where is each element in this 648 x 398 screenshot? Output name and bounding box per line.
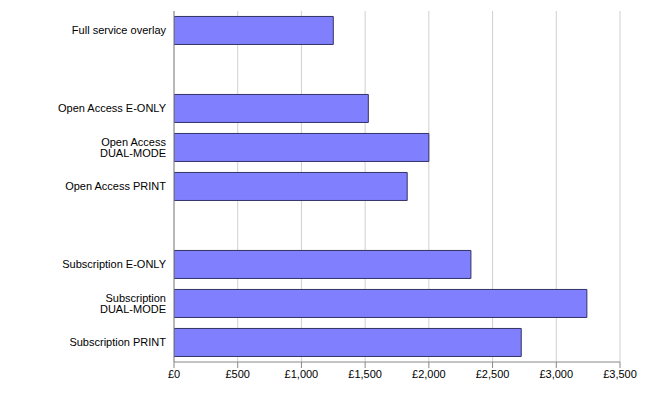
svg-text:£2,500: £2,500 [476, 368, 510, 380]
svg-text:£1,500: £1,500 [348, 368, 382, 380]
svg-text:SubscriptionDUAL-MODE: SubscriptionDUAL-MODE [100, 292, 166, 315]
svg-text:£1,000: £1,000 [285, 368, 319, 380]
svg-text:Open AccessDUAL-MODE: Open AccessDUAL-MODE [100, 136, 167, 159]
svg-text:Subscription E-ONLY: Subscription E-ONLY [62, 258, 166, 270]
svg-text:Open Access E-ONLY: Open Access E-ONLY [58, 102, 167, 114]
svg-text:£2,000: £2,000 [412, 368, 446, 380]
svg-text:£0: £0 [168, 368, 180, 380]
svg-text:Subscription PRINT: Subscription PRINT [69, 336, 166, 348]
svg-text:Full service overlay: Full service overlay [72, 24, 167, 36]
svg-text:£500: £500 [225, 368, 249, 380]
svg-text:£3,000: £3,000 [539, 368, 573, 380]
svg-text:Open Access PRINT: Open Access PRINT [65, 180, 166, 192]
svg-text:£3,500: £3,500 [603, 368, 637, 380]
